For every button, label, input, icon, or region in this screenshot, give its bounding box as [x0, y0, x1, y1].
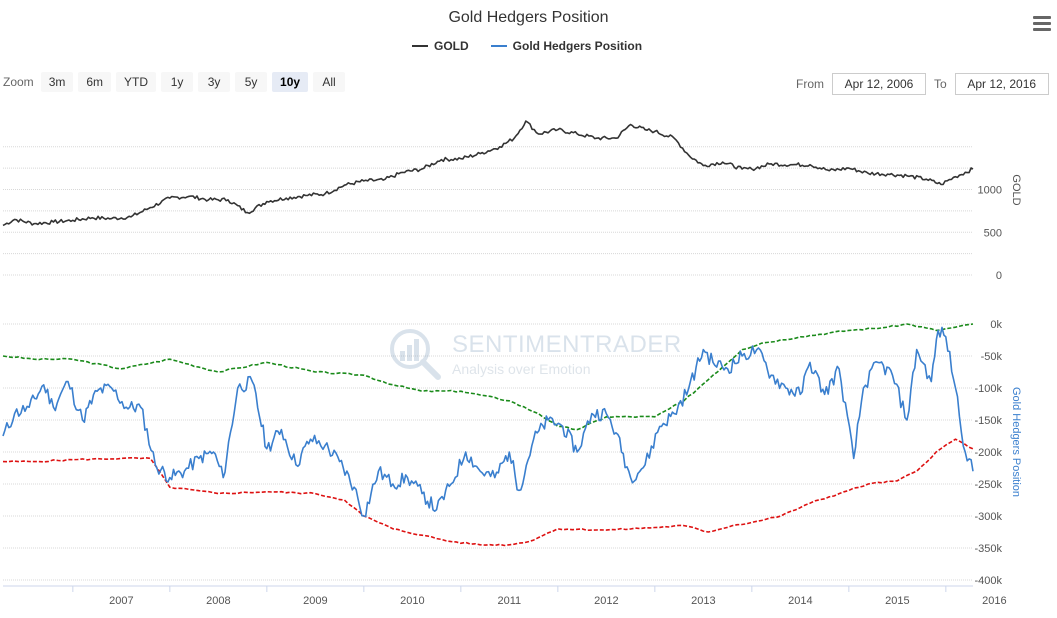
upper-band-line [2, 323, 974, 431]
legend: GOLD Gold Hedgers Position [412, 39, 642, 53]
legend-item-hedgers[interactable]: Gold Hedgers Position [490, 39, 643, 53]
x-tick-label: 2008 [206, 595, 230, 607]
hedgers-tick-label: -300k [974, 511, 1002, 523]
range-selector: From To [796, 73, 1049, 95]
legend-swatch-hedgers [490, 45, 507, 47]
chart-title: Gold Hedgers Position [448, 9, 609, 26]
zoom-button-3y[interactable]: 3y [198, 72, 231, 92]
axis-layer: 0 500 1000 GOLD 0k -50k -100k -150k -200k -250k -3… [3, 174, 1022, 607]
gold-axis-title: GOLD [1010, 174, 1022, 205]
x-tick-label: 2011 [498, 595, 522, 607]
menu-icon[interactable] [1033, 16, 1051, 32]
hedgers-tick-label: -200k [974, 447, 1002, 459]
zoom-label: Zoom [3, 75, 34, 89]
legend-label-hedgers: Gold Hedgers Position [512, 39, 643, 53]
zoom-button-10y[interactable]: 10y [272, 72, 309, 92]
gold-tick-label: 500 [984, 227, 1002, 239]
x-tick-label: 2012 [594, 595, 618, 607]
gold-tick-label: 0 [996, 270, 1002, 282]
x-tick-label: 2010 [400, 595, 424, 607]
x-tick-label: 2009 [303, 595, 327, 607]
zoom-button-ytd[interactable]: YTD [116, 72, 157, 92]
hedgers-tick-label: -150k [974, 415, 1002, 427]
hedgers-tick-label: -400k [974, 575, 1002, 587]
zoom-button-6m[interactable]: 6m [78, 72, 112, 92]
x-tick-label: 2007 [109, 595, 133, 607]
legend-swatch-gold [412, 45, 428, 47]
gold-tick-label: 1000 [978, 185, 1002, 197]
grid-layer [3, 146, 973, 581]
zoom-button-all[interactable]: All [313, 72, 346, 92]
zoom-bar: Zoom 3m 6m YTD 1y 3y 5y 10y All [3, 72, 346, 92]
zoom-button-1y[interactable]: 1y [161, 72, 194, 92]
x-tick-label: 2013 [691, 595, 715, 607]
hedgers-tick-label: 0k [990, 319, 1002, 331]
gold-series-line [2, 120, 974, 227]
hedgers-tick-label: -100k [974, 383, 1002, 395]
series-layer [2, 120, 974, 547]
hedgers-axis-title: Gold Hedgers Position [1010, 387, 1022, 497]
hedgers-series-line [2, 326, 974, 518]
x-tick-label: 2016 [982, 595, 1006, 607]
range-to-label: To [934, 77, 947, 91]
hedgers-tick-label: -50k [981, 351, 1003, 363]
range-to-input[interactable] [954, 73, 1049, 95]
hedgers-tick-label: -350k [974, 543, 1002, 555]
hedgers-tick-label: -250k [974, 479, 1002, 491]
x-tick-label: 2015 [885, 595, 909, 607]
range-from-label: From [796, 77, 824, 91]
range-from-input[interactable] [832, 73, 926, 95]
lower-band-line [2, 438, 974, 547]
zoom-button-3m[interactable]: 3m [40, 72, 74, 92]
legend-item-gold[interactable]: GOLD [412, 39, 469, 53]
legend-label-gold: GOLD [434, 39, 469, 53]
zoom-button-5y[interactable]: 5y [235, 72, 268, 92]
x-tick-label: 2014 [788, 595, 812, 607]
